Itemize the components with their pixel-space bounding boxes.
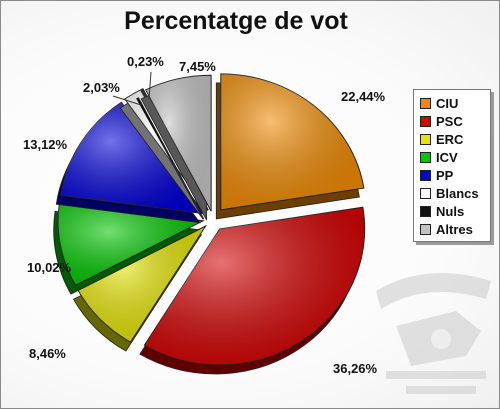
pie-slice-altres-shading [145,75,212,212]
legend-label: Blancs [436,185,479,201]
pie-slice-icv-shading [58,202,204,286]
data-label-nuls: 0,23% [127,54,164,69]
legend-swatch [420,187,431,199]
legend-swatch [420,205,431,217]
data-label-altres: 7,45% [179,59,216,74]
pie-slice-pp-shading [60,102,205,214]
legend-swatch [420,115,431,127]
pie-slice-nuls-side [136,97,205,220]
data-label-erc: 8,46% [29,346,66,361]
legend-item-blancs: Blancs [420,184,490,202]
legend-item-psc: PSC [420,112,490,130]
data-label-icv: 10,02% [27,260,72,275]
legend-item-ciu: CIU [420,94,490,112]
legend-label: PSC [436,113,463,129]
chart-title: Percentatge de vot [124,7,348,35]
legend-item-icv: ICV [420,148,490,166]
legend-label: PP [436,167,454,183]
legend-label: Nuls [436,203,465,219]
legend-label: Altres [436,221,473,237]
legend-item-altres: Altres [420,220,490,238]
legend-item-pp: PP [420,166,490,184]
legend-swatch [420,169,431,181]
legend-swatch [420,223,431,235]
leader-line [148,71,152,100]
data-label-pp: 13,12% [23,137,68,152]
legend-label: ERC [436,131,464,147]
legend-swatch [420,151,431,163]
pie-slice-erc-shading [78,225,206,343]
coat-of-arms-watermark-icon [376,273,491,394]
pie-slice-psc-shading [144,207,365,365]
legend-swatch [420,133,431,145]
legend-label: CIU [436,95,459,111]
leader-line [112,95,142,106]
legend: CIU PSC ERC ICV PP Blancs Nuls Altres [413,89,491,242]
data-label-psc: 36,26% [333,361,378,376]
data-label-blancs: 2,03% [83,80,120,95]
legend-item-erc: ERC [420,130,490,148]
pie-slice-ciu-shading [220,73,364,210]
legend-label: ICV [436,149,458,165]
legend-swatch [420,97,431,109]
legend-item-nuls: Nuls [420,202,490,220]
data-label-ciu: 22,44% [341,89,386,104]
